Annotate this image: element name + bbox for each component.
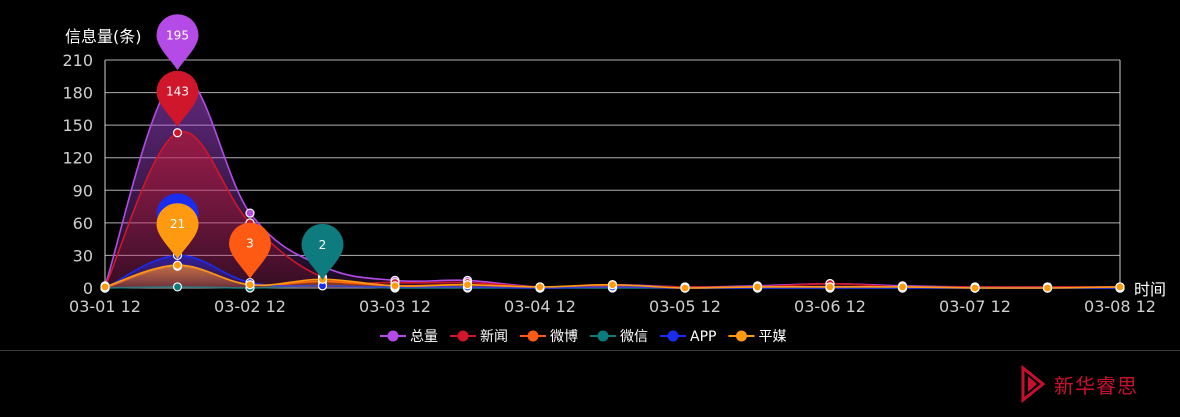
- y-tick-label: 150: [62, 116, 93, 135]
- legend-label: 总量: [410, 329, 438, 345]
- brand-name: 新华睿思: [1054, 373, 1138, 398]
- x-tick-label: 03-02 12: [214, 297, 286, 316]
- x-tick-label: 03-04 12: [504, 297, 576, 316]
- legend-swatch-dot: [457, 330, 469, 342]
- legend-swatch-dot: [597, 330, 609, 342]
- legend-item-微博: 微博: [520, 328, 578, 345]
- data-point: [680, 283, 690, 293]
- y-tick-label: 60: [73, 214, 93, 233]
- max-pin-平媒: [156, 203, 199, 260]
- legend-swatch-dot: [387, 330, 399, 342]
- footer-divider: [0, 350, 1180, 351]
- brand-logo: 新华睿思: [1020, 362, 1138, 406]
- legend-item-APP: APP: [660, 329, 716, 345]
- y-tick-label: 0: [83, 279, 93, 298]
- y-tick-label: 210: [62, 51, 93, 70]
- max-pin-总量: [156, 14, 199, 71]
- x-tick-label: 03-03 12: [359, 297, 431, 316]
- legend-label: 微信: [620, 329, 648, 345]
- data-point: [1042, 283, 1053, 293]
- y-tick-label: 180: [62, 84, 93, 103]
- legend-item-平媒: 平媒: [728, 329, 786, 345]
- data-point: [897, 282, 908, 292]
- legend-swatch-dot: [667, 330, 679, 342]
- trend-chart: 0 30 60 90 120 150 180 210 信息量(条) 时间 03-01 12 03-02…: [62, 14, 1166, 345]
- x-tick-label: 03-01 12: [69, 297, 141, 316]
- data-point: [172, 282, 183, 292]
- legend-label: 新闻: [480, 329, 508, 345]
- max-pin-label: 143: [166, 85, 189, 99]
- y-axis-title: 信息量(条): [65, 27, 142, 46]
- data-point: [535, 282, 545, 292]
- legend-label: 微博: [550, 328, 578, 345]
- max-pin-label: 3: [246, 237, 254, 251]
- legend-item-微信: 微信: [590, 329, 648, 345]
- legend-item-总量: 总量: [380, 329, 438, 345]
- x-tick-label: 03-07 12: [939, 297, 1011, 316]
- data-point: [172, 260, 183, 270]
- max-pin-微博: [229, 222, 271, 279]
- max-pin-label: 2: [319, 238, 327, 252]
- max-pin-新闻: [156, 70, 199, 127]
- x-tick-label: 03-05 12: [649, 297, 721, 316]
- y-tick-label: 90: [73, 181, 93, 200]
- legend-item-新闻: 新闻: [450, 329, 508, 345]
- data-point: [752, 282, 763, 292]
- data-point: [970, 283, 980, 293]
- data-point: [100, 282, 110, 292]
- x-tick-label: 03-06 12: [794, 297, 866, 316]
- max-pin-微信: [301, 223, 344, 280]
- x-axis-title: 时间: [1134, 280, 1166, 299]
- data-point: [1115, 282, 1125, 292]
- legend-label: APP: [690, 329, 716, 345]
- x-tick-label: 03-08 12: [1084, 297, 1156, 316]
- legend-label: 平媒: [758, 329, 786, 345]
- data-point: [172, 128, 183, 138]
- max-pin-label: 21: [170, 217, 185, 231]
- legend-swatch-dot: [527, 330, 539, 342]
- data-point: [825, 282, 835, 292]
- legend-swatch-dot: [735, 330, 747, 342]
- data-point: [245, 280, 255, 290]
- data-point: [245, 208, 255, 218]
- brand-mark-icon: [1021, 364, 1046, 404]
- y-tick-label: 120: [62, 149, 93, 168]
- data-point: [607, 280, 618, 290]
- max-pin-label: 195: [166, 28, 189, 42]
- y-tick-label: 30: [73, 246, 93, 265]
- data-point: [462, 280, 473, 290]
- data-point: [390, 281, 400, 291]
